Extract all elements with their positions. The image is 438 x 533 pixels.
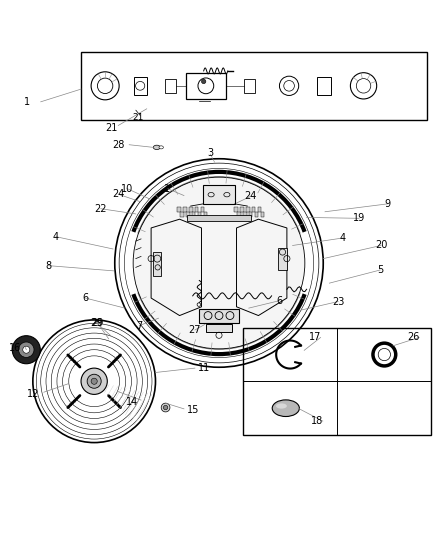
Bar bbox=[199, 309, 239, 322]
Text: 17: 17 bbox=[309, 333, 321, 343]
Text: 27: 27 bbox=[189, 325, 201, 335]
Bar bbox=[244, 79, 255, 93]
Bar bbox=[237, 212, 241, 217]
Ellipse shape bbox=[276, 403, 287, 409]
Text: 1: 1 bbox=[24, 97, 30, 107]
Text: 9: 9 bbox=[385, 199, 391, 209]
Text: 1: 1 bbox=[164, 183, 170, 193]
Circle shape bbox=[81, 368, 107, 394]
Text: 5: 5 bbox=[377, 265, 383, 275]
Text: 14: 14 bbox=[126, 397, 138, 407]
Bar bbox=[206, 324, 232, 332]
Ellipse shape bbox=[272, 400, 299, 416]
Circle shape bbox=[91, 378, 97, 384]
Bar bbox=[203, 185, 235, 204]
Bar bbox=[195, 207, 198, 212]
Bar bbox=[204, 212, 207, 217]
Bar bbox=[153, 252, 161, 276]
Text: 22: 22 bbox=[95, 204, 107, 214]
Bar bbox=[81, 52, 427, 120]
Ellipse shape bbox=[159, 146, 163, 149]
Text: 21: 21 bbox=[132, 112, 144, 122]
Bar bbox=[243, 212, 247, 217]
Text: 15: 15 bbox=[187, 405, 199, 415]
Bar bbox=[134, 77, 147, 94]
Text: 28: 28 bbox=[112, 140, 124, 150]
Bar bbox=[240, 207, 244, 212]
Text: 18: 18 bbox=[311, 416, 324, 426]
Text: 12: 12 bbox=[27, 389, 39, 399]
Text: 7: 7 bbox=[136, 321, 142, 330]
Text: 23: 23 bbox=[332, 296, 344, 306]
Text: 24: 24 bbox=[244, 191, 257, 201]
Text: 24: 24 bbox=[112, 189, 124, 199]
Bar bbox=[198, 212, 201, 217]
Ellipse shape bbox=[153, 145, 160, 150]
Text: 10: 10 bbox=[121, 183, 133, 193]
Text: 11: 11 bbox=[198, 363, 210, 373]
Circle shape bbox=[87, 374, 101, 388]
Bar bbox=[186, 212, 190, 217]
Bar bbox=[278, 248, 287, 270]
Bar bbox=[255, 212, 258, 217]
Bar bbox=[249, 212, 252, 217]
Bar bbox=[261, 212, 264, 217]
Bar bbox=[317, 77, 331, 95]
Bar bbox=[243, 328, 431, 435]
Bar bbox=[177, 207, 181, 212]
Bar bbox=[166, 79, 176, 93]
Bar bbox=[187, 215, 251, 221]
Text: 3: 3 bbox=[207, 148, 213, 158]
Text: 29: 29 bbox=[91, 318, 103, 328]
Text: 26: 26 bbox=[408, 333, 420, 343]
Bar bbox=[246, 207, 250, 212]
Bar bbox=[180, 212, 184, 217]
Bar bbox=[234, 207, 238, 212]
Text: 16: 16 bbox=[9, 343, 21, 352]
Circle shape bbox=[163, 405, 168, 410]
Circle shape bbox=[18, 342, 34, 358]
Text: 6: 6 bbox=[276, 296, 283, 305]
Bar bbox=[189, 207, 193, 212]
Bar bbox=[258, 207, 261, 212]
Bar bbox=[201, 207, 204, 212]
Text: 4: 4 bbox=[53, 232, 59, 242]
Text: 21: 21 bbox=[106, 123, 118, 133]
Circle shape bbox=[201, 79, 206, 84]
Bar bbox=[186, 72, 226, 99]
Text: 4: 4 bbox=[339, 233, 346, 243]
Text: 8: 8 bbox=[45, 261, 51, 271]
Bar bbox=[192, 212, 195, 217]
Text: 29: 29 bbox=[90, 318, 102, 328]
Text: 19: 19 bbox=[353, 213, 365, 223]
Bar bbox=[252, 207, 255, 212]
Circle shape bbox=[161, 403, 170, 412]
Text: 20: 20 bbox=[375, 240, 387, 251]
Circle shape bbox=[12, 336, 40, 364]
Bar bbox=[183, 207, 187, 212]
Circle shape bbox=[23, 346, 30, 353]
Text: 6: 6 bbox=[82, 293, 88, 303]
Circle shape bbox=[133, 177, 305, 349]
